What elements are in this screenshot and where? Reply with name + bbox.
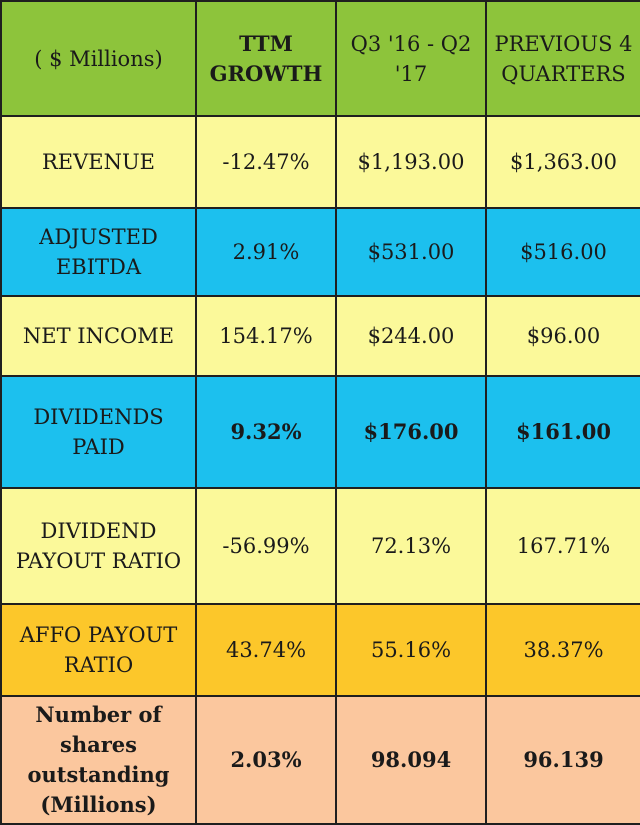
- current-cell: $1,193.00: [335, 115, 487, 209]
- growth-cell: 9.32%: [195, 375, 337, 489]
- header-row: ( $ Millions) TTM GROWTH Q3 '16 - Q2 '17…: [0, 0, 640, 117]
- current-cell: $244.00: [335, 295, 487, 377]
- row-label: AFFO PAYOUT RATIO: [0, 603, 197, 697]
- previous-cell: $1,363.00: [485, 115, 640, 209]
- row-label: DIVIDENDS PAID: [0, 375, 197, 489]
- header-units-cell: ( $ Millions): [0, 0, 197, 117]
- table-row-dividend-payout-ratio: DIVIDEND PAYOUT RATIO -56.99% 72.13% 167…: [0, 487, 640, 605]
- previous-cell: 38.37%: [485, 603, 640, 697]
- growth-cell: -56.99%: [195, 487, 337, 605]
- row-label: REVENUE: [0, 115, 197, 209]
- current-cell: 98.094: [335, 695, 487, 825]
- table-row-net-income: NET INCOME 154.17% $244.00 $96.00: [0, 295, 640, 377]
- previous-cell: 96.139: [485, 695, 640, 825]
- header-current-period-cell: Q3 '16 - Q2 '17: [335, 0, 487, 117]
- growth-cell: 2.91%: [195, 207, 337, 297]
- table-row-revenue: REVENUE -12.47% $1,193.00 $1,363.00: [0, 115, 640, 209]
- header-previous-quarters-cell: PREVIOUS 4 QUARTERS: [485, 0, 640, 117]
- previous-cell: $161.00: [485, 375, 640, 489]
- current-cell: 72.13%: [335, 487, 487, 605]
- header-ttm-growth-cell: TTM GROWTH: [195, 0, 337, 117]
- table-row-affo-payout-ratio: AFFO PAYOUT RATIO 43.74% 55.16% 38.37%: [0, 603, 640, 697]
- previous-cell: 167.71%: [485, 487, 640, 605]
- table-row-dividends-paid: DIVIDENDS PAID 9.32% $176.00 $161.00: [0, 375, 640, 489]
- previous-cell: $96.00: [485, 295, 640, 377]
- growth-cell: 154.17%: [195, 295, 337, 377]
- row-label: Number of shares outstanding (Millions): [0, 695, 197, 825]
- current-cell: 55.16%: [335, 603, 487, 697]
- row-label: DIVIDEND PAYOUT RATIO: [0, 487, 197, 605]
- table-row-adjusted-ebitda: ADJUSTED EBITDA 2.91% $531.00 $516.00: [0, 207, 640, 297]
- current-cell: $531.00: [335, 207, 487, 297]
- growth-cell: -12.47%: [195, 115, 337, 209]
- row-label: NET INCOME: [0, 295, 197, 377]
- table-row-shares-outstanding: Number of shares outstanding (Millions) …: [0, 695, 640, 825]
- current-cell: $176.00: [335, 375, 487, 489]
- growth-cell: 2.03%: [195, 695, 337, 825]
- growth-cell: 43.74%: [195, 603, 337, 697]
- previous-cell: $516.00: [485, 207, 640, 297]
- row-label: ADJUSTED EBITDA: [0, 207, 197, 297]
